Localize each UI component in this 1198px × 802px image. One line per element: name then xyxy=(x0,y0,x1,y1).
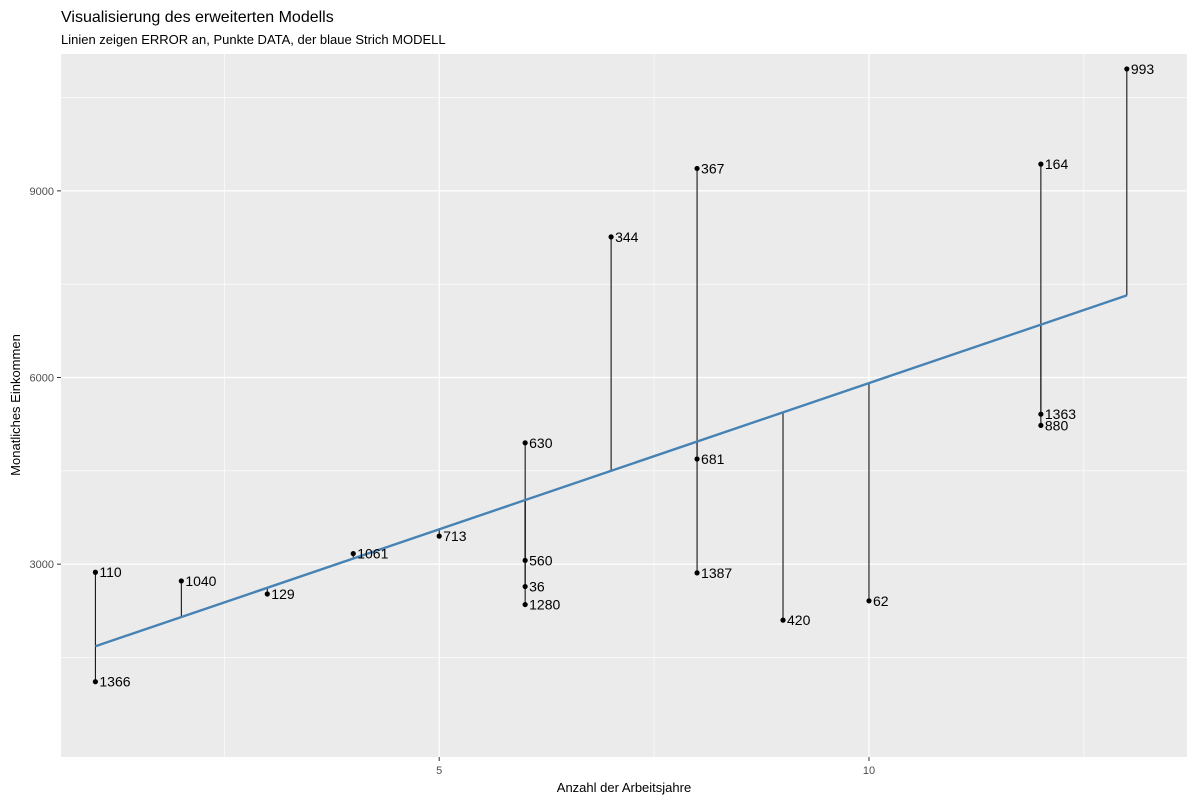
data-point xyxy=(92,569,98,575)
data-point xyxy=(1038,422,1044,429)
axis-ticks: 5 10 3000 6000 9000 xyxy=(30,186,876,777)
data-point xyxy=(522,557,528,564)
data-point xyxy=(780,617,786,623)
point-label: 62 xyxy=(873,593,889,609)
point-label: 1280 xyxy=(529,597,560,613)
data-point xyxy=(92,679,98,685)
data-point xyxy=(264,591,270,597)
data-point xyxy=(178,578,184,584)
plot-panel xyxy=(61,54,1187,757)
data-point xyxy=(522,583,528,590)
x-tick-label: 5 xyxy=(436,765,442,777)
point-label: 880 xyxy=(1045,417,1069,433)
data-point xyxy=(522,601,528,608)
data-point xyxy=(1038,411,1044,417)
point-label: 344 xyxy=(615,229,639,245)
model-line xyxy=(94,294,1128,648)
data-point xyxy=(522,440,528,446)
point-label: 129 xyxy=(271,586,295,602)
data-point xyxy=(608,234,614,240)
chart-subtitle: Linien zeigen ERROR an, Punkte DATA, der… xyxy=(61,32,446,47)
point-label: 36 xyxy=(529,579,545,595)
point-label: 1387 xyxy=(701,565,732,581)
point-label: 993 xyxy=(1131,61,1155,77)
data-point xyxy=(1038,161,1044,167)
point-label: 367 xyxy=(701,160,725,176)
data-point xyxy=(436,533,442,539)
error-lines xyxy=(94,68,1128,682)
data-point xyxy=(350,550,356,557)
grid-minor xyxy=(61,54,1187,757)
point-label: 110 xyxy=(99,564,122,580)
point-label: 681 xyxy=(701,451,725,467)
x-axis-title: Anzahl der Arbeitsjahre xyxy=(557,780,691,795)
point-label: 1366 xyxy=(99,674,130,690)
data-point xyxy=(694,456,700,462)
point-label: 560 xyxy=(529,552,553,568)
data-point xyxy=(694,165,700,172)
point-labels: 110 1366 1040 129 1061 713 630 560 36 1280 344 367 6… xyxy=(99,61,1154,690)
data-point xyxy=(694,570,700,576)
point-label: 1040 xyxy=(185,573,216,589)
chart-title: Visualisierung des erweiterten Modells xyxy=(61,9,334,26)
data-points xyxy=(92,66,1130,685)
x-tick-label: 10 xyxy=(863,765,875,777)
point-label: 164 xyxy=(1045,156,1069,172)
point-label: 1061 xyxy=(357,546,388,562)
y-tick-label: 9000 xyxy=(30,186,54,198)
model-layer xyxy=(94,294,1128,648)
point-label: 1363 xyxy=(1045,406,1076,422)
point-label: 420 xyxy=(787,612,811,628)
point-label: 713 xyxy=(443,528,467,544)
point-label: 630 xyxy=(529,435,553,451)
y-tick-label: 3000 xyxy=(30,559,54,571)
data-point xyxy=(866,598,872,604)
y-tick-label: 6000 xyxy=(30,373,54,385)
data-point xyxy=(1124,66,1130,72)
y-axis-title: Monatliches Einkommen xyxy=(8,334,23,476)
